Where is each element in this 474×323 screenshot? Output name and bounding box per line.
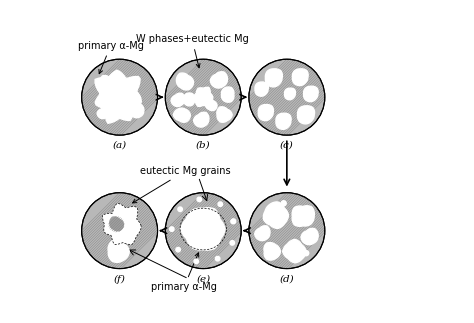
- Circle shape: [82, 193, 157, 269]
- Circle shape: [178, 207, 182, 212]
- Text: primary α-Mg: primary α-Mg: [151, 253, 217, 292]
- Polygon shape: [298, 106, 315, 124]
- Polygon shape: [173, 108, 191, 122]
- Polygon shape: [276, 113, 291, 129]
- Circle shape: [249, 193, 325, 269]
- Text: primary α-Mg: primary α-Mg: [78, 41, 144, 74]
- Circle shape: [249, 59, 325, 135]
- Text: (e): (e): [196, 274, 210, 283]
- Circle shape: [176, 247, 181, 252]
- Polygon shape: [210, 72, 228, 88]
- Circle shape: [218, 202, 223, 206]
- Text: (b): (b): [196, 141, 210, 150]
- Polygon shape: [301, 228, 318, 245]
- Circle shape: [303, 251, 309, 256]
- Polygon shape: [292, 69, 308, 86]
- Text: (d): (d): [280, 274, 294, 283]
- Circle shape: [170, 227, 174, 231]
- Polygon shape: [176, 73, 193, 90]
- Polygon shape: [284, 88, 295, 100]
- Circle shape: [165, 193, 241, 269]
- Polygon shape: [130, 104, 144, 118]
- Text: (f): (f): [114, 274, 126, 284]
- Polygon shape: [103, 204, 140, 244]
- Polygon shape: [303, 86, 318, 102]
- Circle shape: [82, 59, 157, 135]
- Polygon shape: [221, 87, 234, 102]
- Polygon shape: [193, 87, 213, 106]
- Polygon shape: [264, 202, 289, 228]
- Polygon shape: [193, 112, 209, 127]
- Circle shape: [215, 256, 220, 261]
- Circle shape: [230, 241, 235, 245]
- Circle shape: [231, 219, 236, 224]
- Circle shape: [197, 197, 201, 202]
- Circle shape: [307, 207, 312, 212]
- Polygon shape: [292, 206, 314, 226]
- Polygon shape: [255, 226, 270, 241]
- Polygon shape: [264, 243, 281, 260]
- Circle shape: [231, 219, 236, 224]
- Circle shape: [281, 201, 286, 206]
- Polygon shape: [171, 93, 185, 107]
- Polygon shape: [97, 107, 109, 119]
- Polygon shape: [217, 107, 232, 122]
- Text: eutectic Mg grains: eutectic Mg grains: [133, 166, 231, 203]
- Text: W phases+eutectic Mg: W phases+eutectic Mg: [136, 34, 248, 68]
- Polygon shape: [265, 69, 283, 87]
- Polygon shape: [108, 240, 129, 262]
- Polygon shape: [255, 82, 268, 96]
- Polygon shape: [181, 208, 225, 250]
- Polygon shape: [110, 217, 123, 231]
- Text: (c): (c): [280, 141, 294, 150]
- Polygon shape: [95, 70, 141, 123]
- Text: (a): (a): [112, 141, 127, 150]
- Polygon shape: [100, 76, 114, 89]
- Polygon shape: [283, 239, 306, 263]
- Circle shape: [194, 259, 199, 264]
- Polygon shape: [205, 99, 217, 110]
- Polygon shape: [258, 105, 273, 121]
- Polygon shape: [184, 93, 195, 106]
- Circle shape: [165, 59, 241, 135]
